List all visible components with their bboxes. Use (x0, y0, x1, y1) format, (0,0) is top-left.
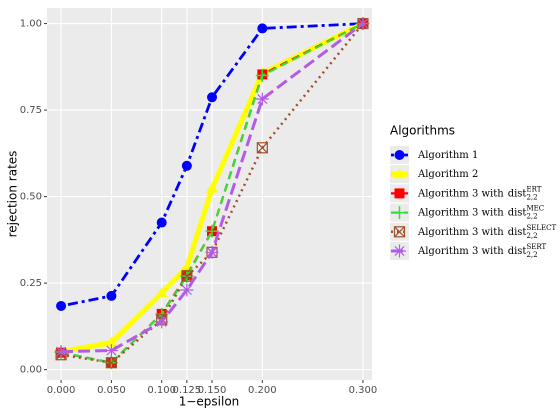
circle (394, 150, 405, 160)
marker (256, 142, 268, 154)
x-tick-label: 0.100 (147, 385, 176, 396)
x-tick-label: 0.300 (349, 385, 378, 396)
circle (156, 217, 167, 228)
legend-label: Algorithm 3 with distERT 2,2 (417, 185, 542, 201)
marker (205, 245, 219, 259)
marker (207, 92, 218, 103)
legend-name: Algorithm 2 (417, 169, 478, 180)
circle (56, 300, 67, 311)
asterisk (356, 17, 370, 31)
asterisk (255, 92, 269, 106)
legend-name: Algorithm 3 with (417, 207, 504, 218)
legend-name: Algorithm 3 with (417, 246, 504, 257)
marker (155, 287, 168, 298)
x-tick-label: 0.200 (248, 385, 277, 396)
marker (206, 182, 219, 193)
legend-math: dist (508, 188, 527, 199)
box (256, 142, 268, 154)
marker (257, 23, 268, 34)
asterisk (54, 345, 68, 359)
marker (104, 344, 118, 358)
legend-sub: 2,2 (526, 232, 537, 240)
marker (394, 150, 405, 160)
cross (181, 270, 193, 282)
legend-sub: 2,2 (526, 251, 537, 259)
legend-name: Algorithm 1 (417, 150, 478, 161)
marker (393, 168, 406, 179)
x-axis-label: 1−epsilon (179, 395, 240, 409)
legend-sup: ERT (526, 185, 541, 193)
circle (257, 23, 268, 34)
marker (155, 315, 169, 329)
x-tick-label: 0.050 (97, 385, 126, 396)
y-tick-label: 0.00 (20, 365, 42, 376)
legend-sub: 2,2 (526, 213, 537, 221)
legend-math: dist (508, 207, 527, 218)
marker (393, 206, 406, 220)
legend-label: Algorithm 1 (417, 150, 478, 161)
legend-math: dist (508, 246, 527, 257)
circle (207, 92, 218, 103)
asterisk (205, 245, 219, 259)
marker (393, 226, 406, 238)
circle (106, 290, 117, 301)
marker (106, 290, 117, 301)
cross (394, 226, 405, 238)
marker (180, 283, 194, 297)
triangle (206, 182, 219, 193)
circle (181, 160, 192, 171)
cross (256, 142, 268, 154)
legend-label: Algorithm 2 (417, 169, 478, 180)
triangle (105, 336, 118, 347)
marker (156, 217, 167, 228)
marker (56, 300, 67, 311)
y-tick-label: 0.75 (20, 105, 42, 116)
square (394, 188, 405, 199)
y-tick-label: 1.00 (20, 19, 42, 30)
x-tick-label: 0.150 (198, 385, 227, 396)
marker (54, 345, 68, 359)
asterisk (180, 283, 194, 297)
marker (255, 68, 269, 82)
triangle (155, 287, 168, 298)
marker (105, 336, 118, 347)
legend-sub: 2,2 (526, 193, 537, 201)
x-tick-label: 0.000 (47, 385, 76, 396)
marker (393, 244, 406, 258)
legend-label: Algorithm 3 with distMEC 2,2 (417, 205, 544, 221)
legend-label: Algorithm 3 with distSERT 2,2 (417, 243, 547, 259)
box (393, 226, 406, 238)
marker (181, 160, 192, 171)
marker (105, 357, 117, 369)
box (105, 357, 117, 369)
marker (394, 188, 405, 199)
legend-sup: SERT (526, 243, 546, 251)
legend-name: Algorithm 3 with (417, 188, 504, 199)
legend-label: Algorithm 3 with distSELECT 2,2 (417, 224, 556, 240)
y-tick-label: 0.50 (20, 192, 42, 203)
asterisk (104, 344, 118, 358)
marker (356, 17, 370, 31)
cross (105, 357, 117, 369)
legend-title: Algorithms (390, 124, 455, 138)
asterisk (155, 315, 169, 329)
x-tick-label: 0.125 (173, 385, 202, 396)
asterisk (393, 244, 406, 258)
y-tick-label: 0.25 (20, 278, 42, 289)
y-axis-label: rejection rates (6, 151, 20, 238)
box (181, 270, 193, 282)
legend-math: dist (508, 226, 527, 237)
legend-sup: MEC (526, 205, 544, 213)
legend-name: Algorithm 3 with (417, 226, 504, 237)
marker (255, 92, 269, 106)
marker (205, 224, 219, 238)
legend-sup: SELECT (526, 224, 556, 232)
triangle (393, 168, 406, 179)
marker (181, 270, 193, 282)
